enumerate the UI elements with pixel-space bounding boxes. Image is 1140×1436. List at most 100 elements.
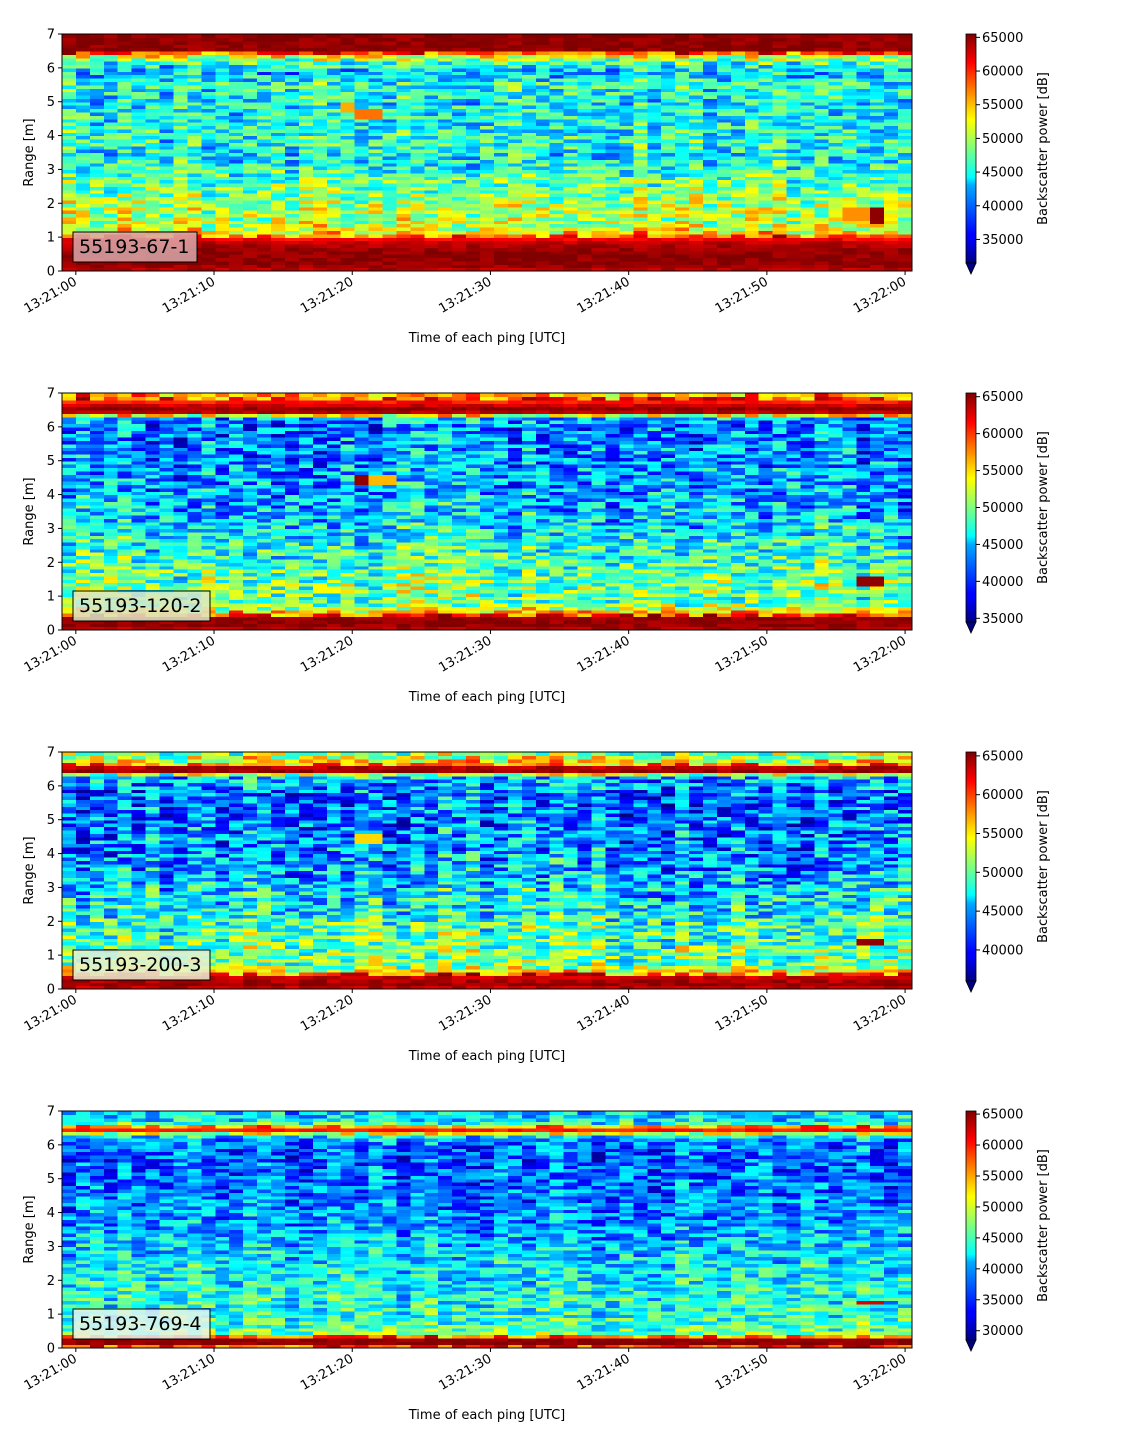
heatmap-cell: [382, 37, 398, 42]
heatmap-cell: [89, 494, 105, 499]
heatmap-cell: [201, 216, 216, 221]
heatmap-cell: [257, 216, 272, 221]
heatmap-cell: [480, 162, 495, 167]
heatmap-cell: [284, 203, 300, 208]
heatmap-cell: [62, 525, 77, 530]
heatmap-cell: [312, 78, 328, 82]
heatmap-cell: [689, 172, 704, 177]
heatmap-cell: [605, 118, 620, 123]
heatmap-cell: [675, 37, 690, 42]
heatmap-cell: [382, 223, 398, 228]
heatmap-cell: [452, 226, 467, 231]
heatmap-cell: [591, 155, 607, 160]
heatmap-cell: [800, 54, 816, 59]
heatmap-cell: [89, 74, 105, 79]
heatmap-cell: [145, 196, 161, 201]
heatmap-cell: [145, 128, 161, 133]
heatmap-cell: [187, 135, 202, 140]
heatmap-cell: [689, 67, 704, 72]
heatmap-cell: [521, 40, 537, 45]
heatmap-cell: [62, 64, 77, 69]
heatmap-cell: [173, 115, 189, 120]
heatmap-cell: [716, 220, 732, 225]
heatmap-cell: [382, 247, 398, 252]
heatmap-cell: [856, 149, 871, 154]
heatmap-cell: [828, 193, 843, 198]
heatmap-cell: [257, 64, 272, 69]
heatmap-cell: [284, 199, 300, 204]
heatmap-cell: [452, 128, 467, 133]
heatmap-cell: [702, 125, 718, 130]
heatmap-cell: [89, 470, 105, 475]
heatmap-cell: [173, 264, 189, 269]
heatmap-cell: [563, 47, 579, 52]
heatmap-cell: [521, 199, 537, 204]
heatmap-cell: [466, 145, 481, 150]
heatmap-cell: [702, 67, 718, 72]
heatmap-cell: [466, 159, 481, 164]
heatmap-cell: [619, 61, 634, 66]
heatmap-cell: [326, 247, 342, 252]
heatmap-cell: [75, 416, 91, 421]
heatmap-cell: [438, 243, 453, 248]
heatmap-cell: [340, 243, 356, 248]
heatmap-cell: [493, 138, 509, 143]
heatmap-cell: [354, 71, 370, 76]
heatmap-cell: [62, 497, 77, 502]
heatmap-cell: [187, 264, 202, 269]
heatmap-cell: [772, 118, 788, 123]
heatmap-cell: [201, 128, 216, 133]
heatmap-cell: [716, 233, 732, 238]
heatmap-cell: [619, 166, 634, 171]
heatmap-cell: [814, 122, 829, 127]
heatmap-cell: [702, 47, 718, 52]
heatmap-cell: [800, 118, 816, 123]
heatmap-cell: [549, 176, 565, 181]
heatmap-cell: [898, 169, 913, 174]
heatmap-cell: [340, 91, 356, 96]
heatmap-cell: [870, 78, 885, 82]
heatmap-cell: [702, 98, 718, 103]
heatmap-cell: [786, 196, 802, 201]
heatmap-cell: [131, 176, 147, 181]
heatmap-cell: [563, 169, 579, 174]
heatmap-cell: [870, 260, 885, 265]
heatmap-cell: [521, 108, 537, 113]
heatmap-cell: [661, 67, 676, 72]
heatmap-cell: [800, 71, 816, 76]
heatmap-cell: [201, 125, 216, 130]
heatmap-cell: [577, 78, 593, 82]
heatmap-cell: [814, 50, 829, 55]
heatmap-cell: [117, 393, 133, 397]
heatmap-cell: [730, 267, 746, 272]
heatmap-cell: [814, 128, 829, 133]
heatmap-cell: [480, 203, 495, 208]
heatmap-cell: [842, 37, 857, 42]
heatmap-cell: [438, 61, 453, 66]
heatmap-cell: [730, 71, 746, 76]
heatmap-cell: [744, 220, 760, 225]
heatmap-cell: [577, 247, 593, 252]
heatmap-cell: [480, 210, 495, 215]
heatmap-cell: [75, 122, 91, 127]
heatmap-cell: [145, 118, 161, 123]
heatmap-cell: [75, 189, 91, 194]
heatmap-cell: [284, 216, 300, 221]
heatmap-cell: [493, 210, 509, 215]
heatmap-cell: [675, 179, 690, 184]
heatmap-cell: [605, 98, 620, 103]
heatmap-cell: [410, 240, 425, 245]
x-tick-label: 13:21:40: [575, 274, 633, 316]
heatmap-cell: [257, 193, 272, 198]
heatmap-cell: [675, 223, 690, 228]
heatmap-cell: [716, 169, 732, 174]
heatmap-cell: [89, 159, 105, 164]
heatmap-cell: [898, 226, 913, 231]
heatmap-cell: [326, 172, 342, 177]
heatmap-cell: [117, 264, 133, 269]
heatmap-cell: [744, 81, 760, 86]
heatmap-cell: [549, 233, 565, 238]
x-tick-label: 13:21:00: [22, 274, 80, 316]
heatmap-cell: [312, 172, 328, 177]
heatmap-cell: [284, 172, 300, 177]
